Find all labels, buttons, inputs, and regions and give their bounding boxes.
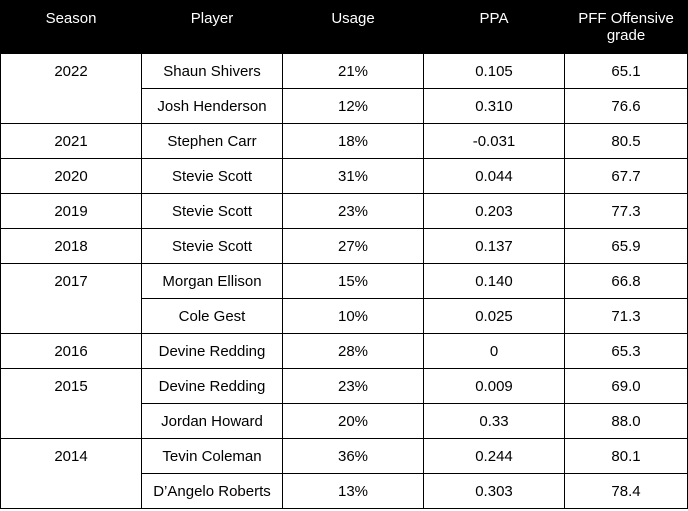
- ppa-cell: 0.303: [423, 473, 565, 509]
- usage-cell: 31%: [282, 158, 424, 194]
- player-cell: Morgan Ellison: [141, 263, 283, 299]
- pff-cell: 65.9: [564, 228, 688, 264]
- pff-cell: 66.8: [564, 263, 688, 299]
- ppa-cell: 0: [423, 333, 565, 369]
- usage-cell: 36%: [282, 438, 424, 474]
- ppa-cell: 0.009: [423, 368, 565, 404]
- pff-cell: 65.1: [564, 53, 688, 89]
- pff-cell: 80.1: [564, 438, 688, 474]
- player-cell: Tevin Coleman: [141, 438, 283, 474]
- player-cell: Stevie Scott: [141, 193, 283, 229]
- table-row: 2014 Tevin Coleman 36% 0.244 80.1: [0, 438, 688, 509]
- pff-cell: 88.0: [564, 403, 688, 439]
- table-row: 2016 Devine Redding 28% 0 65.3: [0, 333, 688, 369]
- player-cell: Jordan Howard: [141, 403, 283, 439]
- usage-cell: 10%: [282, 298, 424, 334]
- usage-cell: 13%: [282, 473, 424, 509]
- table-row: Josh Henderson 12% 0.310 76.6: [1, 88, 688, 124]
- table-row: Cole Gest 10% 0.025 71.3: [1, 298, 688, 334]
- table-row: 2019 Stevie Scott 23% 0.203 77.3: [0, 193, 688, 229]
- pff-cell: 67.7: [564, 158, 688, 194]
- ppa-cell: 0.140: [423, 263, 565, 299]
- ppa-cell: 0.33: [423, 403, 565, 439]
- pff-cell: 65.3: [564, 333, 688, 369]
- usage-cell: 15%: [282, 263, 424, 299]
- pff-cell: 78.4: [564, 473, 688, 509]
- table-body: 2022 Shaun Shivers 21% 0.105 65.1 Josh Hender…: [0, 53, 688, 509]
- ppa-cell: 0.244: [423, 438, 565, 474]
- season-cell: 2015: [0, 368, 142, 439]
- header-pff-grade: PFF Offensive grade: [564, 0, 688, 54]
- table-row: Jordan Howard 20% 0.33 88.0: [1, 403, 688, 439]
- pff-cell: 76.6: [564, 88, 688, 124]
- season-cell: 2014: [0, 438, 142, 509]
- ppa-cell: 0.203: [423, 193, 565, 229]
- player-cell: D’Angelo Roberts: [141, 473, 283, 509]
- player-cell: Stevie Scott: [141, 228, 283, 264]
- usage-cell: 18%: [282, 123, 424, 159]
- ppa-cell: 0.105: [423, 53, 565, 89]
- ppa-cell: 0.310: [423, 88, 565, 124]
- usage-cell: 12%: [282, 88, 424, 124]
- player-cell: Devine Redding: [141, 368, 283, 404]
- ppa-cell: 0.025: [423, 298, 565, 334]
- ppa-cell: -0.031: [423, 123, 565, 159]
- pff-cell: 77.3: [564, 193, 688, 229]
- usage-cell: 27%: [282, 228, 424, 264]
- player-cell: Devine Redding: [141, 333, 283, 369]
- table-row: 2022 Shaun Shivers 21% 0.105 65.1: [0, 53, 688, 124]
- table-row: 2020 Stevie Scott 31% 0.044 67.7: [0, 158, 688, 194]
- season-cell: 2017: [0, 263, 142, 334]
- table-row: 2018 Stevie Scott 27% 0.137 65.9: [0, 228, 688, 264]
- usage-cell: 23%: [282, 193, 424, 229]
- table-row: 2015 Devine Redding 23% 0.009 69.0: [0, 368, 688, 439]
- season-cell: 2022: [0, 53, 142, 124]
- player-cell: Cole Gest: [141, 298, 283, 334]
- pff-cell: 69.0: [564, 368, 688, 404]
- season-cell: 2019: [0, 193, 142, 229]
- ppa-cell: 0.137: [423, 228, 565, 264]
- usage-cell: 28%: [282, 333, 424, 369]
- player-cell: Stephen Carr: [141, 123, 283, 159]
- header-ppa: PPA: [423, 0, 565, 54]
- season-cell: 2020: [0, 158, 142, 194]
- usage-cell: 23%: [282, 368, 424, 404]
- player-cell: Josh Henderson: [141, 88, 283, 124]
- pff-cell: 71.3: [564, 298, 688, 334]
- player-cell: Stevie Scott: [141, 158, 283, 194]
- header-season: Season: [0, 0, 142, 54]
- player-cell: Shaun Shivers: [141, 53, 283, 89]
- ppa-cell: 0.044: [423, 158, 565, 194]
- usage-cell: 21%: [282, 53, 424, 89]
- header-row: Season Player Usage PPA PFF Offensive gr…: [0, 0, 688, 54]
- table-header: Season Player Usage PPA PFF Offensive gr…: [0, 0, 688, 54]
- season-cell: 2018: [0, 228, 142, 264]
- table-row: 2017 Morgan Ellison 15% 0.140 66.8: [0, 263, 688, 334]
- season-cell: 2016: [0, 333, 142, 369]
- table-row: 2021 Stephen Carr 18% -0.031 80.5: [0, 123, 688, 159]
- table-row: D’Angelo Roberts 13% 0.303 78.4: [1, 473, 688, 509]
- pff-cell: 80.5: [564, 123, 688, 159]
- header-player: Player: [141, 0, 283, 54]
- season-cell: 2021: [0, 123, 142, 159]
- usage-cell: 20%: [282, 403, 424, 439]
- header-usage: Usage: [282, 0, 424, 54]
